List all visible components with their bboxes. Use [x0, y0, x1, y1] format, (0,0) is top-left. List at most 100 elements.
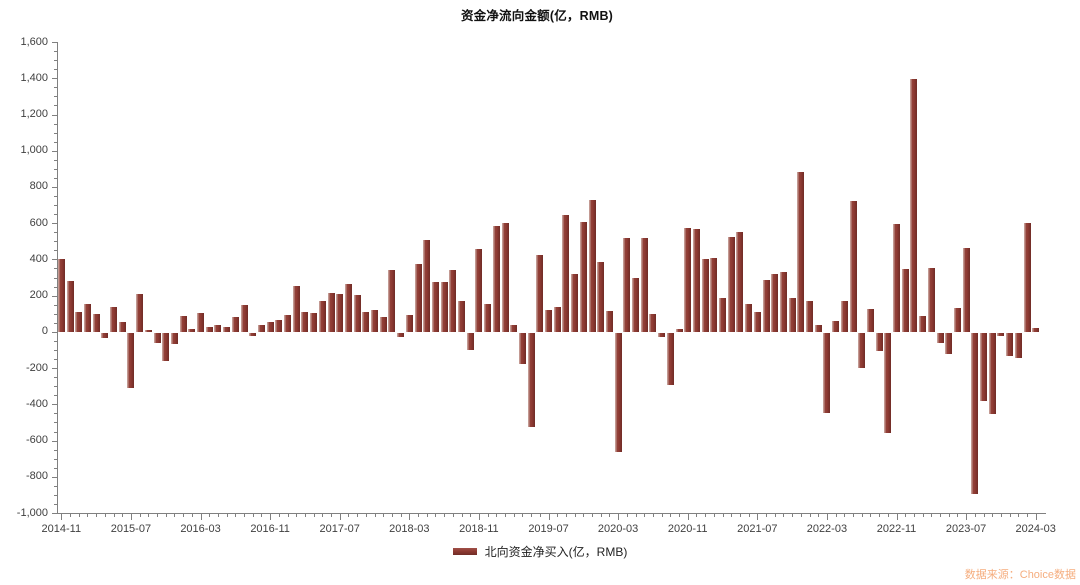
y-minor-tick: [54, 177, 57, 179]
x-minor-tick: [670, 514, 672, 517]
bar-2018-04: [414, 263, 422, 332]
x-minor-tick: [913, 514, 915, 517]
bar-2016-09: [249, 332, 257, 337]
bar-2022-12: [901, 269, 909, 332]
bar-2018-08: [449, 270, 457, 332]
bar-2019-03: [510, 325, 518, 332]
bar-2017-05: [318, 301, 326, 332]
x-tick-label: 2020-03: [597, 523, 639, 535]
x-major-tick: [687, 514, 689, 520]
x-minor-tick: [713, 514, 715, 517]
x-minor-tick: [661, 514, 663, 517]
bar-2020-03: [614, 332, 622, 453]
x-major-tick: [200, 514, 202, 520]
y-major-tick: [52, 295, 57, 297]
bar-2018-05: [423, 240, 431, 332]
bar-2017-01: [284, 315, 291, 332]
bar-2021-06: [745, 303, 753, 332]
bar-2019-11: [579, 222, 587, 332]
x-minor-tick: [574, 514, 576, 517]
x-minor-tick: [513, 514, 515, 517]
x-major-tick: [548, 514, 550, 520]
bar-2016-05: [214, 324, 222, 332]
y-minor-tick: [54, 205, 57, 206]
bar-2016-06: [223, 326, 231, 332]
bar-2016-02: [188, 329, 196, 332]
bar-2022-11: [893, 224, 900, 332]
y-major-tick: [52, 223, 57, 225]
x-minor-tick: [183, 514, 185, 517]
x-tick-label: 2022-11: [876, 523, 917, 535]
bar-2017-09: [353, 295, 361, 332]
x-minor-tick: [992, 514, 994, 517]
x-tick-label: 2020-11: [667, 523, 708, 535]
y-tick-label: 800: [29, 180, 48, 193]
y-major-tick: [52, 78, 57, 80]
x-minor-tick: [1018, 514, 1020, 517]
x-tick-label: 2017-07: [319, 523, 360, 535]
y-minor-tick: [54, 386, 57, 388]
x-minor-tick: [304, 514, 306, 517]
bar-2016-07: [231, 316, 239, 332]
bar-2019-05: [527, 332, 535, 428]
bar-2014-11: [57, 259, 65, 332]
x-minor-tick: [731, 514, 733, 517]
x-minor-tick: [400, 514, 402, 517]
x-minor-tick: [348, 514, 350, 517]
bar-2021-01: [701, 259, 709, 332]
x-minor-tick: [705, 514, 707, 517]
bar-2022-06: [849, 200, 857, 332]
y-tick-label: 0: [41, 325, 48, 338]
y-minor-tick: [54, 422, 57, 424]
x-minor-tick: [209, 514, 211, 517]
bar-2019-07: [545, 310, 552, 332]
y-tick-label: 400: [29, 252, 48, 265]
bar-2020-01: [597, 261, 605, 332]
bar-2024-02: [1023, 223, 1031, 332]
y-major-tick: [52, 476, 57, 478]
x-minor-tick: [722, 514, 724, 517]
bar-2016-01: [179, 316, 187, 332]
x-major-tick: [270, 514, 272, 520]
bar-2022-05: [840, 301, 848, 332]
x-tick-label: 2024-03: [1015, 523, 1056, 535]
bar-2021-09: [771, 273, 779, 332]
bar-2023-04: [936, 332, 944, 343]
bar-2017-06: [327, 292, 335, 332]
x-minor-tick: [1009, 514, 1011, 517]
x-minor-tick: [331, 514, 332, 517]
x-minor-tick: [696, 514, 698, 517]
y-minor-tick: [54, 105, 57, 107]
x-minor-tick: [600, 514, 602, 517]
x-minor-tick: [522, 514, 524, 517]
x-minor-tick: [365, 514, 367, 517]
x-minor-tick: [87, 514, 89, 517]
bar-2018-03: [405, 315, 413, 332]
y-minor-tick: [54, 340, 57, 342]
x-minor-tick: [635, 514, 637, 517]
y-minor-tick: [54, 395, 57, 397]
bar-2015-04: [101, 332, 109, 339]
bar-2021-02: [710, 257, 718, 332]
bar-2021-03: [719, 297, 726, 332]
x-minor-tick: [235, 514, 237, 517]
x-major-tick: [1035, 514, 1037, 520]
x-minor-tick: [374, 514, 376, 517]
x-minor-tick: [818, 514, 820, 517]
x-minor-tick: [383, 514, 385, 517]
bar-2016-12: [275, 319, 283, 332]
y-minor-tick: [54, 313, 57, 315]
y-major-tick: [52, 368, 57, 370]
x-minor-tick: [113, 514, 115, 517]
x-major-tick: [618, 514, 620, 520]
bar-2019-12: [588, 200, 596, 332]
bar-2023-07: [962, 248, 970, 332]
x-minor-tick: [261, 514, 263, 517]
x-minor-tick: [357, 514, 359, 517]
y-minor-tick: [54, 449, 57, 451]
y-minor-tick: [54, 214, 57, 216]
bar-2020-11: [684, 227, 692, 332]
y-minor-tick: [54, 159, 57, 161]
bar-2020-10: [675, 328, 683, 332]
